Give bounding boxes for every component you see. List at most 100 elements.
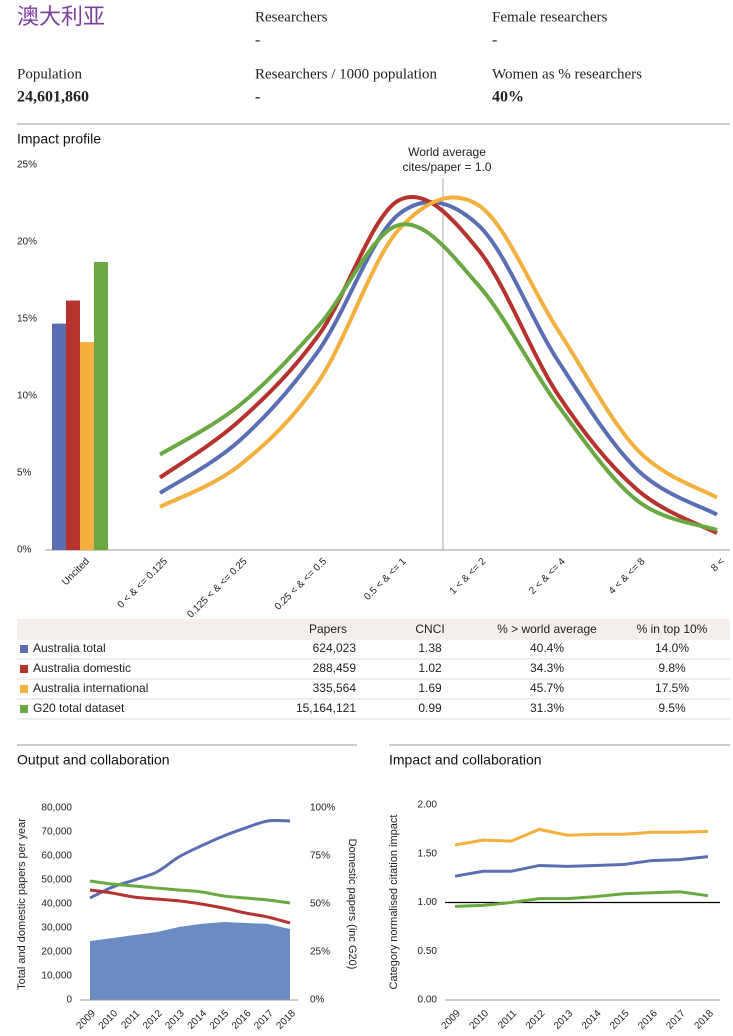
table-cell: 335,564	[313, 681, 357, 695]
line	[89, 818, 291, 900]
y-axis-label: Category normalised citation impact	[388, 815, 400, 990]
table-cell: 1.69	[418, 681, 442, 695]
y-tick-label: 0	[66, 995, 72, 1006]
y2-tick-label: 25%	[310, 947, 330, 958]
row-name: G20 total dataset	[33, 701, 125, 715]
x-tick-label: 2010	[468, 1008, 492, 1032]
x-tick-label: 2017	[664, 1008, 688, 1032]
x-tick-label: 2015	[608, 1008, 632, 1032]
x-tick-label: 0.125 < & <= 0.25	[185, 556, 250, 621]
x-tick-label: 2018	[692, 1008, 716, 1032]
x-tick-label: 2017	[252, 1008, 276, 1032]
y-tick-label: 2.00	[418, 800, 438, 811]
y-tick-label: 80,000	[41, 803, 72, 814]
y-tick-label: 10,000	[41, 971, 72, 982]
line	[454, 890, 709, 908]
field-label: Researchers	[255, 9, 328, 25]
bar	[94, 262, 108, 550]
line	[159, 195, 719, 509]
y-axis-label: Total and domestic papers per year	[16, 818, 28, 990]
x-tick-label: 2011	[496, 1008, 519, 1031]
line	[158, 200, 718, 517]
field-label: Researchers / 1000 population	[255, 66, 438, 82]
x-tick-label: 2012	[524, 1008, 548, 1032]
legend-swatch	[20, 705, 28, 713]
x-tick-label: 2014	[186, 1008, 210, 1032]
row-name: Australia international	[33, 681, 148, 695]
y-tick-label: 50,000	[41, 875, 72, 886]
field-value: -	[255, 89, 260, 106]
x-tick-label: 2 < & <= 4	[527, 556, 568, 597]
row-name: Australia domestic	[33, 661, 131, 675]
table-cell: 34.3%	[530, 661, 564, 675]
y-tick-label: 0.50	[418, 946, 438, 957]
x-tick-label: 0.25 < & <= 0.5	[273, 556, 330, 613]
table-cell: 9.8%	[658, 661, 686, 675]
field-value: -	[492, 32, 497, 49]
legend-swatch	[20, 685, 28, 693]
column-header: Papers	[309, 622, 347, 636]
field-label: Female researchers	[492, 9, 608, 25]
field-label: Women as % researchers	[492, 66, 642, 82]
y2-tick-label: 100%	[310, 803, 336, 814]
table-cell: 17.5%	[655, 681, 689, 695]
field-value: 24,601,860	[17, 89, 89, 106]
y-tick-label: 70,000	[41, 827, 72, 838]
column-header: % in top 10%	[637, 622, 708, 636]
y-tick-label: 1.00	[418, 897, 438, 908]
y-tick-label: 25%	[17, 160, 37, 171]
x-tick-label: 2013	[552, 1008, 576, 1032]
y-tick-label: 60,000	[41, 851, 72, 862]
area	[90, 922, 290, 1000]
table-cell: 1.02	[418, 661, 442, 675]
x-tick-label: Uncited	[60, 556, 92, 588]
legend-swatch	[20, 645, 28, 653]
bar	[66, 300, 80, 550]
x-tick-label: 4 < & <= 8	[607, 556, 648, 597]
x-tick-label: 0.5 < & <= 1	[362, 556, 409, 603]
column-header: % > world average	[497, 622, 597, 636]
x-tick-label: 2014	[580, 1008, 604, 1032]
chart-title: Output and collaboration	[17, 752, 170, 768]
table-cell: 624,023	[313, 641, 357, 655]
y-tick-label: 10%	[17, 391, 37, 402]
x-tick-label: 2010	[97, 1008, 121, 1032]
table-cell: 40.4%	[530, 641, 564, 655]
table-header-bg	[17, 619, 730, 640]
field-value: 40%	[492, 89, 524, 106]
y2-tick-label: 50%	[310, 899, 330, 910]
x-tick-label: 2009	[74, 1008, 98, 1032]
row-name: Australia total	[33, 641, 106, 655]
column-header: CNCI	[415, 622, 444, 636]
field-value: -	[255, 32, 260, 49]
x-tick-label: 2016	[636, 1008, 660, 1032]
annotation: World average	[408, 145, 486, 159]
annotation: cites/paper = 1.0	[402, 160, 491, 174]
y-tick-label: 1.50	[418, 848, 438, 859]
line	[89, 888, 291, 925]
chart-title: Impact profile	[17, 131, 101, 147]
legend-swatch	[20, 665, 28, 673]
x-tick-label: 2012	[141, 1008, 165, 1032]
y2-tick-label: 0%	[310, 995, 325, 1006]
line	[89, 879, 291, 905]
bar	[52, 323, 66, 550]
y2-tick-label: 75%	[310, 851, 330, 862]
table-cell: 9.5%	[658, 701, 686, 715]
x-tick-label: 1 < & <= 2	[448, 556, 489, 597]
table-cell: 1.38	[418, 641, 442, 655]
y-tick-label: 30,000	[41, 923, 72, 934]
table-cell: 14.0%	[655, 641, 689, 655]
line	[158, 222, 718, 532]
table-cell: 288,459	[313, 661, 357, 675]
table-cell: 45.7%	[530, 681, 564, 695]
bar	[80, 342, 94, 550]
table-cell: 15,164,121	[296, 701, 356, 715]
y-tick-label: 15%	[17, 314, 37, 325]
line	[158, 194, 718, 535]
x-tick-label: 2009	[439, 1008, 463, 1032]
x-tick-label: 2015	[208, 1008, 232, 1032]
field-label: Population	[17, 66, 83, 82]
y2-axis-label: Domestic papers (inc G20)	[346, 839, 358, 970]
